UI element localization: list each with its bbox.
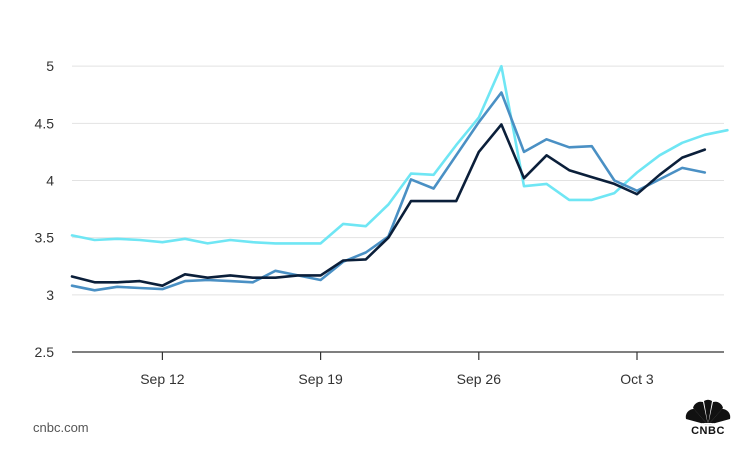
y-tick-label: 3.5 (35, 230, 55, 246)
x-tick-label: Sep 12 (140, 371, 185, 387)
series-line-1 (70, 123, 707, 287)
peacock-icon (685, 399, 731, 425)
x-tick-label: Sep 26 (457, 371, 502, 387)
y-tick-label: 5 (46, 58, 54, 74)
y-axis: 2.5 3 3.5 4 4.5 5 (35, 58, 55, 360)
y-tick-label: 4.5 (35, 115, 55, 131)
series-line-3 (70, 64, 729, 245)
y-tick-label: 3 (46, 287, 54, 303)
series-line-2 (70, 91, 707, 292)
x-axis: Sep 12 Sep 19 Sep 26 Oct 3 (140, 352, 654, 387)
source-label: cnbc.com (33, 420, 89, 435)
chart-gridlines (72, 65, 724, 353)
x-tick-label: Oct 3 (620, 371, 654, 387)
y-tick-label: 2.5 (35, 344, 55, 360)
x-tick-label: Sep 19 (298, 371, 343, 387)
cnbc-logo: CNBC (682, 399, 734, 439)
chart-series (70, 64, 729, 292)
y-tick-label: 4 (46, 173, 54, 189)
cnbc-logo-text: CNBC (691, 425, 725, 437)
